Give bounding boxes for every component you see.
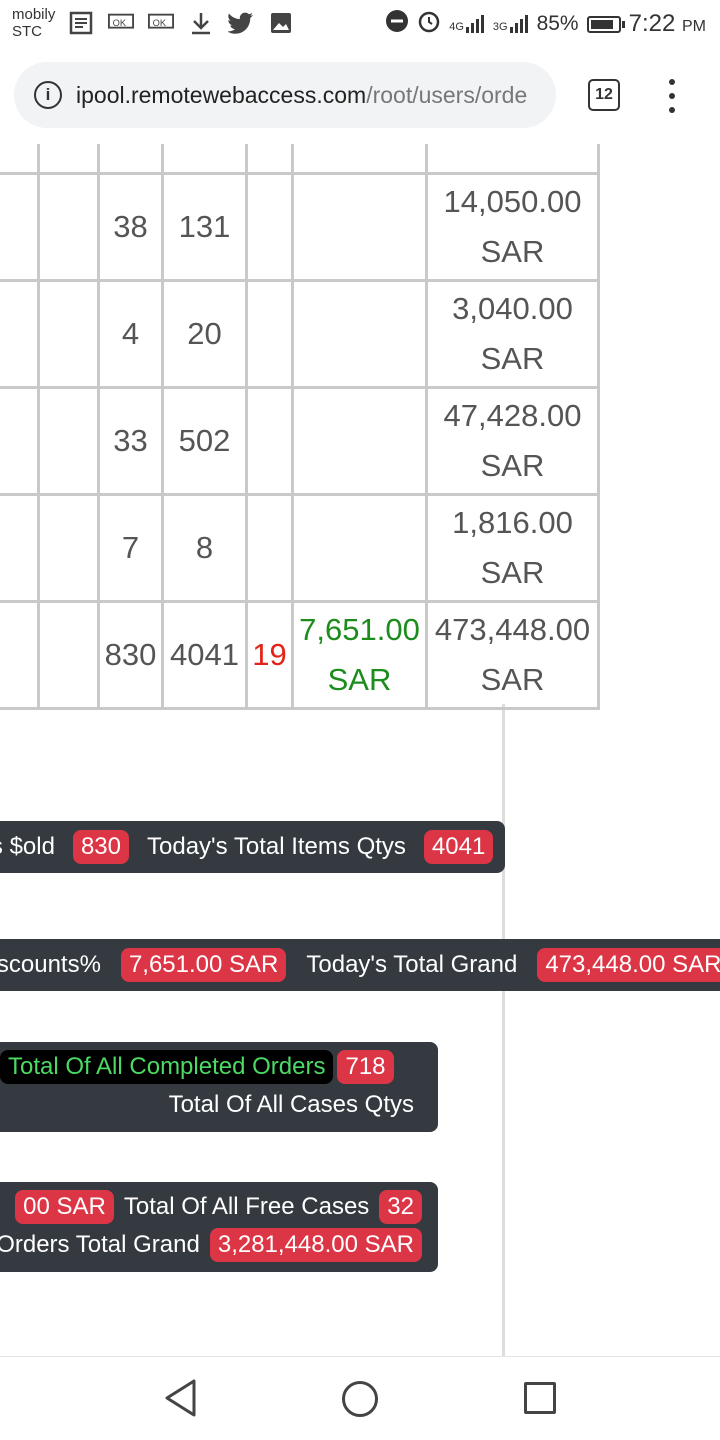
items-summary-pill: Today's Total Items $old 830 Today's Tot…: [0, 821, 506, 873]
row-total-cell: 1,816.00 SAR: [425, 493, 600, 603]
orders-table: 38 131 14,050.00 SAR 4 20 3,040.00 SAR 33 …: [0, 144, 600, 710]
total-grand-currency: SAR: [480, 662, 545, 697]
items-qtys-badge: 4041: [423, 830, 494, 864]
ok-icon: OK: [148, 10, 174, 36]
row-total-amount: 1,816.00: [452, 505, 573, 540]
overflow-menu-icon[interactable]: [662, 76, 682, 116]
do-not-disturb-icon: [385, 9, 409, 39]
total-grand-amount: 473,448.00: [434, 612, 591, 647]
svg-text:OK: OK: [153, 18, 167, 28]
recent-apps-icon[interactable]: [524, 1382, 556, 1414]
signal-4g-icon: 4G: [449, 15, 485, 33]
row-total-amount: 3,040.00: [452, 291, 573, 326]
cases-qtys-label: Total Of All Cases Qtys: [168, 1091, 414, 1118]
table-row: 38 131 14,050.00 SAR: [0, 172, 600, 282]
clock: 7:22 PM: [629, 10, 706, 38]
row-qty-cell: 131: [161, 172, 248, 282]
tab-count: 12: [595, 86, 613, 103]
partial-value-badge: 00 SAR: [15, 1190, 114, 1224]
notification-icons: OK OK: [68, 10, 294, 36]
carrier-label: mobily STC: [12, 6, 55, 40]
row-items-cell: 4: [97, 279, 164, 389]
info-icon[interactable]: i: [34, 81, 62, 109]
items-sold-label: Today's Total Items $old: [0, 833, 55, 860]
system-status: 4G 3G 85% 7:22 PM: [385, 9, 706, 39]
row-total-currency: SAR: [480, 341, 545, 376]
alarm-icon: [417, 9, 441, 39]
total-count-cell: 19: [245, 600, 294, 710]
discounts-badge: 7,651.00 SAR: [120, 948, 287, 982]
cases-summary-pill: 00 SAR Total Of All Free Cases 32 Orders…: [0, 1182, 438, 1272]
table-row: 7 8 1,816.00 SAR: [0, 493, 600, 603]
row-qty-cell: 502: [161, 386, 248, 496]
image-icon: [268, 10, 294, 36]
status-bar: mobily STC OK OK 4G: [0, 0, 720, 50]
network-3g-label: 3G: [492, 21, 508, 33]
home-icon[interactable]: [342, 1381, 378, 1417]
url-host: ipool.remotewebaccess.com: [76, 81, 367, 108]
completed-orders-badge: 718: [337, 1050, 394, 1084]
page-content[interactable]: 38 131 14,050.00 SAR 4 20 3,040.00 SAR 33 …: [0, 144, 720, 1356]
orders-grand-label: Orders Total Grand: [0, 1231, 200, 1258]
carrier-name-secondary: STC: [12, 23, 42, 40]
signal-3g-icon: 3G: [493, 15, 529, 33]
grand-label: Today's Total Grand: [306, 951, 518, 978]
row-total-cell: 3,040.00 SAR: [425, 279, 600, 389]
orders-summary-pill: Total Of All Completed Orders 718 Total …: [0, 1042, 438, 1132]
battery-icon: [586, 15, 625, 33]
free-cases-label: Total Of All Free Cases: [123, 1193, 370, 1220]
row-items-cell: 7: [97, 493, 164, 603]
tab-switcher-button[interactable]: 12: [588, 79, 620, 111]
battery-percent: 85%: [536, 12, 579, 35]
total-discount-amount: 7,651.00: [299, 612, 420, 647]
items-sold-badge: 830: [72, 830, 129, 864]
row-total-amount: 47,428.00: [443, 398, 582, 433]
row-total-amount: 14,050.00: [443, 184, 582, 219]
table-row: 33 502 47,428.00 SAR: [0, 386, 600, 496]
clock-time: 7:22: [628, 10, 676, 37]
battery-fill: [590, 19, 613, 29]
grand-badge: 473,448.00 SAR: [537, 948, 720, 982]
completed-orders-label: Total Of All Completed Orders: [0, 1050, 334, 1084]
download-icon: [188, 10, 214, 36]
row-items-cell: 38: [97, 172, 164, 282]
divider: [502, 704, 505, 1356]
row-items-cell: 33: [97, 386, 164, 496]
discount-summary-pill: Today's Total Discounts% 7,651.00 SAR To…: [0, 939, 720, 991]
total-grand-cell: 473,448.00 SAR: [425, 600, 600, 710]
ok-icon: OK: [108, 10, 134, 36]
total-discount-currency: SAR: [327, 662, 392, 697]
navigation-bar: [0, 1356, 720, 1440]
table-row-partial: [0, 144, 600, 175]
carrier-name: mobily: [12, 6, 56, 23]
url-path: /root/users/orde: [366, 81, 528, 108]
url-text[interactable]: ipool.remotewebaccess.com/root/users/ord…: [76, 82, 527, 109]
total-qtys-cell: 4041: [161, 600, 248, 710]
twitter-icon: [228, 10, 254, 36]
orders-grand-badge: 3,281,448.00 SAR: [209, 1228, 422, 1262]
back-icon[interactable]: [164, 1379, 198, 1417]
row-total-cell: 47,428.00 SAR: [425, 386, 600, 496]
row-qty-cell: 20: [161, 279, 248, 389]
news-icon: [68, 10, 94, 36]
table-row: 4 20 3,040.00 SAR: [0, 279, 600, 389]
row-total-currency: SAR: [480, 555, 545, 590]
free-cases-badge: 32: [379, 1190, 422, 1224]
address-bar[interactable]: i ipool.remotewebaccess.com/root/users/o…: [14, 62, 556, 128]
totals-row: 830 4041 19 7,651.00 SAR 473,448.00 SAR: [0, 600, 600, 710]
row-total-currency: SAR: [480, 448, 545, 483]
row-qty-cell: 8: [161, 493, 248, 603]
row-total-cell: 14,050.00 SAR: [425, 172, 600, 282]
network-4g-label: 4G: [449, 21, 464, 33]
discounts-label: Today's Total Discounts%: [0, 951, 101, 978]
svg-text:OK: OK: [113, 18, 127, 28]
row-total-currency: SAR: [480, 234, 545, 269]
total-discount-cell: 7,651.00 SAR: [291, 600, 428, 710]
total-items-cell: 830: [97, 600, 164, 710]
clock-ampm: PM: [682, 18, 706, 35]
browser-toolbar: i ipool.remotewebaccess.com/root/users/o…: [0, 50, 720, 144]
items-qtys-label: Today's Total Items Qtys: [147, 833, 406, 860]
